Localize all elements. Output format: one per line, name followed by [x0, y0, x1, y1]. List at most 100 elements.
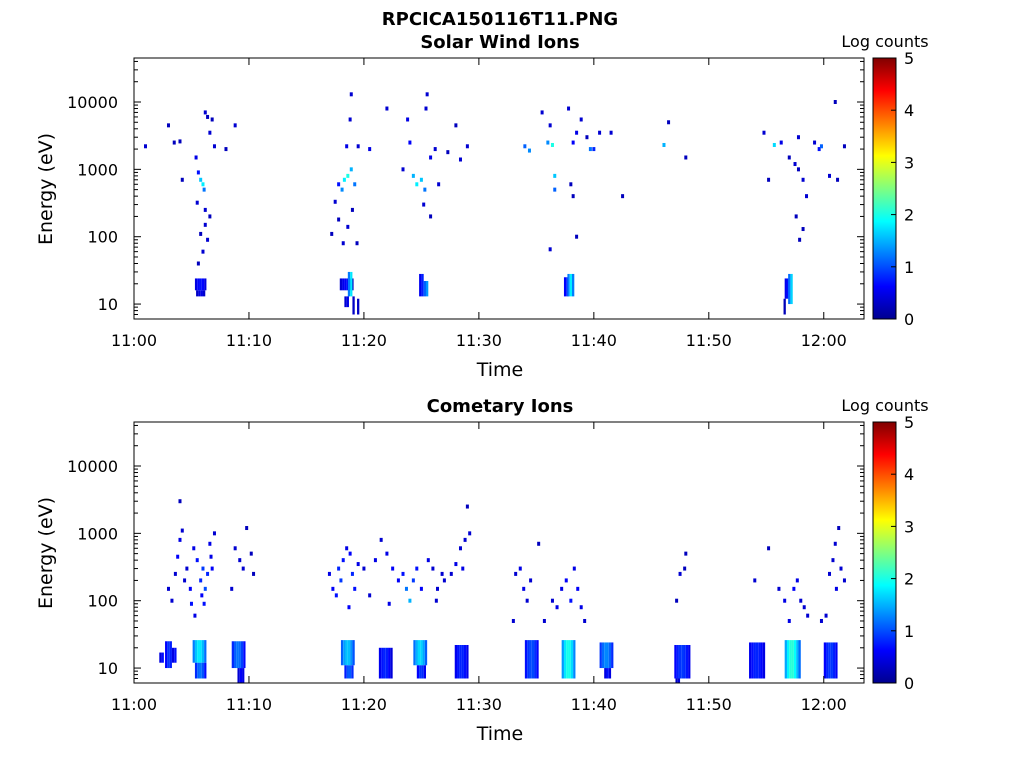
y-tick-label: 100 — [87, 592, 118, 611]
data-point — [833, 99, 837, 104]
data-point — [801, 177, 805, 182]
data-point — [178, 499, 182, 504]
data-point — [511, 618, 515, 623]
band-cell — [426, 280, 429, 297]
data-point — [348, 117, 352, 122]
band-cell — [791, 640, 794, 679]
data-point — [553, 173, 557, 178]
x-tick-label: 11:10 — [226, 695, 272, 714]
colorbar-tick-label: 0 — [904, 310, 914, 329]
data-point — [817, 147, 821, 152]
data-point — [831, 558, 835, 563]
colorbar-label-solar-wind: Log counts — [841, 32, 928, 51]
data-point — [194, 155, 198, 160]
band-cell — [344, 296, 347, 308]
data-point — [208, 541, 212, 546]
band-cell — [466, 644, 469, 679]
band-cell — [345, 640, 348, 666]
data-point — [753, 578, 757, 583]
y-axis-label-solar-wind: Energy (eV) — [35, 133, 57, 245]
data-point — [340, 187, 344, 192]
colorbar-tick-label: 2 — [904, 206, 914, 225]
data-point — [337, 217, 341, 222]
data-point — [458, 546, 462, 551]
data-point — [569, 182, 573, 187]
band-cell — [529, 640, 532, 679]
band-cell — [346, 665, 349, 679]
data-point — [406, 117, 410, 122]
data-point — [408, 598, 412, 603]
band-cell — [675, 678, 678, 683]
band-cell — [343, 640, 346, 666]
x-tick-label: 11:50 — [686, 695, 732, 714]
data-point — [537, 541, 541, 546]
data-point — [206, 237, 210, 242]
band-cell — [340, 640, 344, 666]
data-point — [828, 173, 832, 178]
data-point — [667, 120, 671, 125]
data-point — [798, 237, 802, 242]
band-cell — [611, 642, 614, 669]
data-point — [170, 598, 174, 603]
band-cell — [385, 647, 389, 679]
band-cell — [749, 642, 752, 679]
data-point — [836, 177, 840, 182]
data-point — [166, 123, 170, 128]
data-point — [777, 586, 781, 591]
y-tick-label: 10000 — [67, 457, 118, 476]
band-cell — [352, 296, 355, 315]
x-tick-label: 12:00 — [801, 331, 847, 350]
band-cell — [416, 665, 420, 679]
data-point — [224, 147, 228, 152]
band-cell — [604, 668, 607, 679]
data-point — [192, 546, 196, 551]
data-point — [767, 177, 771, 182]
colorbar-tick-label: 1 — [904, 258, 914, 277]
data-point — [166, 586, 170, 591]
data-point — [548, 247, 552, 252]
band-cell — [413, 640, 416, 666]
band-cell — [534, 640, 537, 679]
band-cell — [167, 641, 170, 669]
data-point — [779, 140, 783, 145]
data-point — [209, 554, 213, 559]
colorbar-tick-label: 4 — [904, 101, 914, 120]
band-cell — [459, 644, 462, 679]
data-point — [183, 578, 187, 583]
data-point — [794, 214, 798, 219]
data-point — [465, 144, 469, 149]
band-cell — [196, 290, 199, 297]
data-point — [796, 167, 800, 172]
band-cell — [199, 278, 202, 291]
data-point — [193, 613, 197, 618]
band-cell — [383, 647, 386, 679]
band-cell — [239, 668, 243, 683]
data-point — [555, 605, 559, 610]
band-cell — [423, 280, 426, 297]
band-cell — [202, 290, 206, 297]
data-point — [339, 578, 343, 583]
data-point — [762, 130, 766, 135]
data-point — [675, 598, 679, 603]
plot-background — [134, 58, 864, 319]
data-point — [203, 222, 207, 227]
data-point — [437, 182, 441, 187]
band-cell — [171, 647, 175, 663]
band-cell — [790, 273, 793, 305]
band-cell — [165, 641, 168, 669]
data-point — [356, 562, 360, 567]
data-point — [824, 613, 828, 618]
data-point — [178, 537, 182, 542]
band-cell — [676, 644, 679, 679]
band-cell — [415, 640, 418, 666]
data-point — [575, 130, 579, 135]
data-point — [422, 202, 426, 207]
axes-box — [133, 57, 865, 320]
band-cell — [390, 647, 393, 679]
band-cell — [835, 642, 838, 679]
band-cell — [783, 298, 786, 315]
data-point — [461, 566, 465, 571]
data-point — [805, 194, 809, 199]
band-cell — [350, 640, 353, 666]
data-point — [362, 566, 366, 571]
